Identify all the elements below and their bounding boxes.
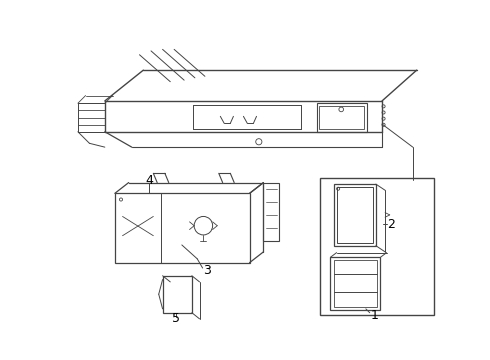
Text: 3: 3: [203, 264, 211, 277]
Bar: [330, 257, 381, 310]
Bar: [337, 187, 373, 243]
Bar: [319, 105, 365, 130]
Text: 2: 2: [388, 218, 395, 231]
Bar: [264, 183, 279, 241]
Bar: [115, 193, 249, 263]
Bar: [317, 103, 367, 132]
Bar: [320, 178, 435, 315]
Bar: [163, 276, 192, 313]
Text: 4: 4: [146, 174, 153, 187]
Bar: [334, 184, 376, 246]
Bar: [334, 260, 377, 306]
Text: 1: 1: [370, 309, 378, 321]
Text: 5: 5: [172, 312, 180, 325]
